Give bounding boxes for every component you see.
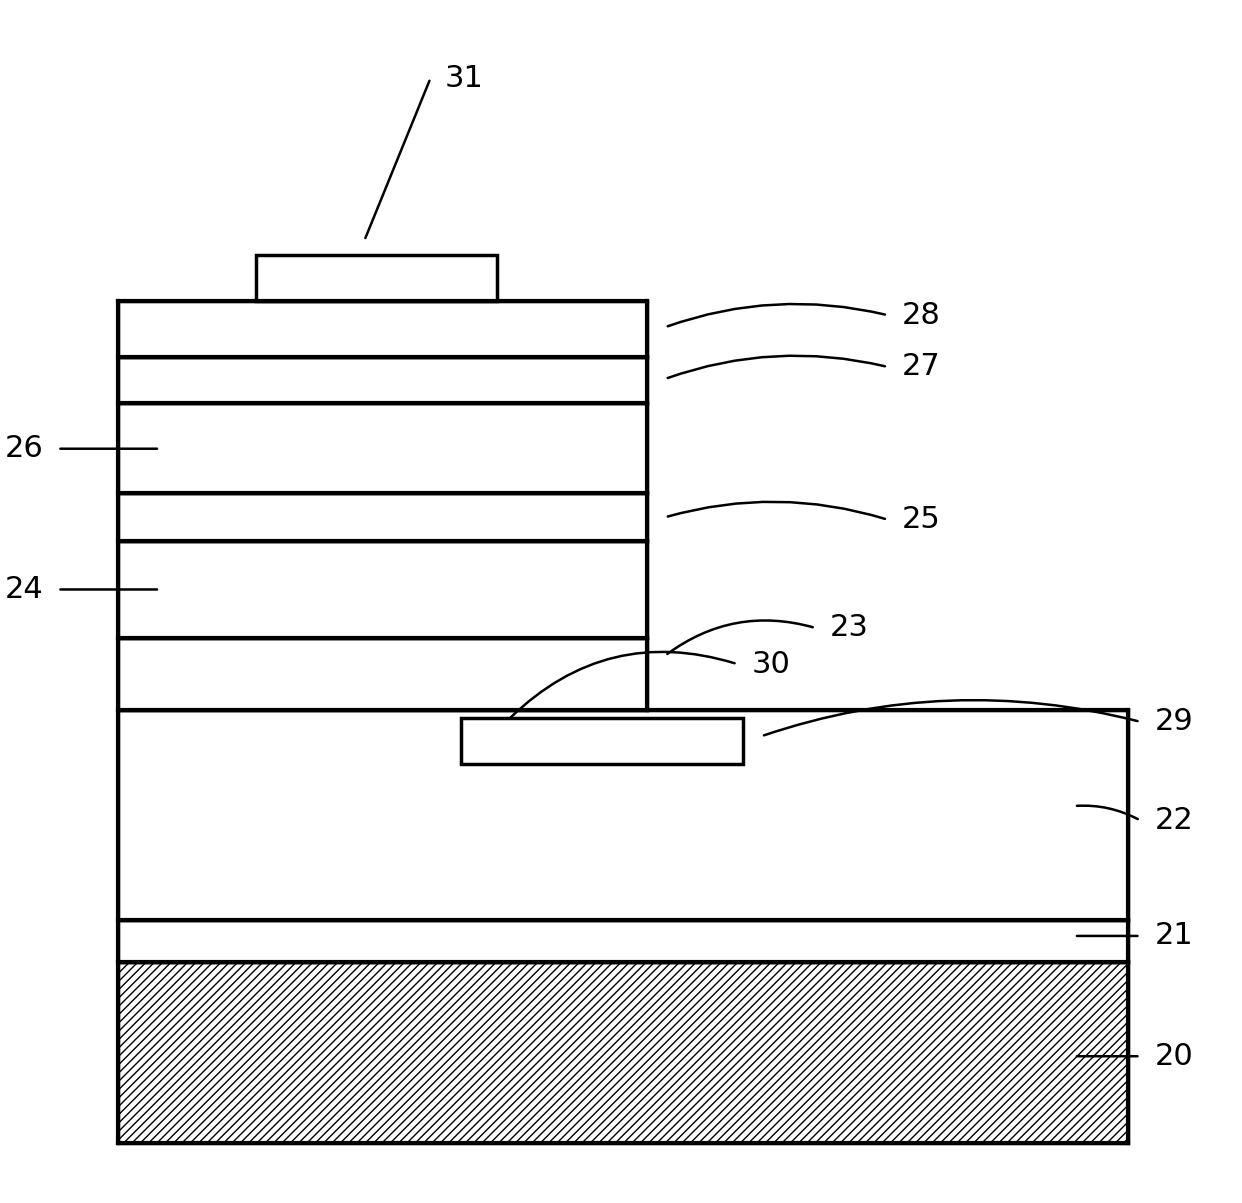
Bar: [118, 541, 647, 638]
Bar: [118, 920, 1128, 962]
Text: 26: 26: [5, 434, 43, 463]
Bar: [118, 962, 1128, 1143]
Text: 25: 25: [902, 505, 941, 534]
Bar: [118, 357, 647, 403]
Text: 22: 22: [1155, 806, 1194, 835]
Text: 28: 28: [902, 301, 941, 330]
Bar: [118, 710, 1128, 920]
Bar: [118, 493, 647, 541]
Text: 29: 29: [1155, 707, 1194, 736]
Text: 23: 23: [830, 614, 868, 642]
Bar: [118, 301, 647, 357]
Bar: [256, 255, 497, 301]
Text: 31: 31: [445, 64, 484, 93]
Bar: [118, 638, 647, 710]
Bar: [118, 403, 647, 493]
Text: 21: 21: [1155, 921, 1194, 950]
Text: 20: 20: [1155, 1042, 1194, 1071]
Text: 27: 27: [902, 352, 941, 381]
Text: 30: 30: [751, 650, 791, 678]
Text: 24: 24: [5, 575, 43, 604]
Bar: [461, 718, 743, 764]
